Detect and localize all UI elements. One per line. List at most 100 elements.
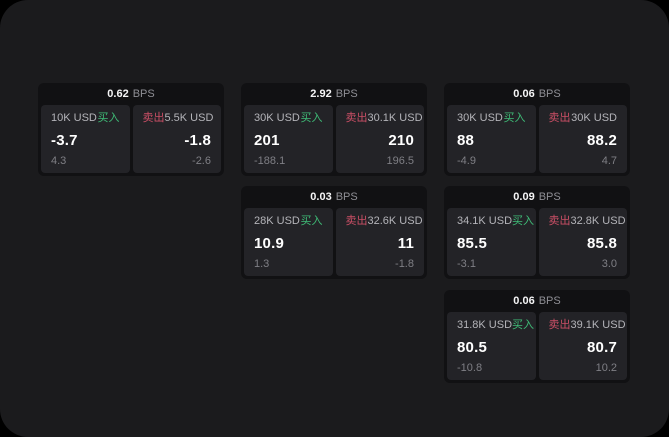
bps-header: 0.06 BPS	[444, 83, 630, 105]
bps-header: 0.06 BPS	[444, 290, 630, 312]
quote-card: 0.03 BPS 28K USD 买入 10.9 1.3 卖出 32.6K US…	[241, 186, 427, 279]
sell-price-value: 80.7	[587, 338, 617, 356]
bps-header: 0.09 BPS	[444, 186, 630, 208]
sell-sub-value: -1.8	[395, 258, 414, 270]
bps-unit-label: BPS	[132, 88, 155, 100]
sell-panel[interactable]: 卖出 32.8K USD 85.8 3.0	[538, 208, 627, 276]
quote-panels: 30K USD 买入 201 -188.1 卖出 30.1K USD 210 1…	[241, 105, 427, 176]
sell-sub-value: -2.6	[192, 155, 211, 167]
buy-panel[interactable]: 30K USD 买入 88 -4.9	[447, 105, 536, 173]
bps-value: 0.09	[513, 191, 535, 203]
sell-amount-label: 30.1K USD	[367, 112, 423, 124]
buy-side-tag: 买入	[97, 112, 120, 124]
buy-panel-top: 31.8K USD 买入	[457, 319, 534, 332]
buy-price-value: 201	[254, 131, 280, 149]
buy-amount-label: 10K USD	[51, 112, 97, 124]
sell-side-tag: 卖出	[345, 215, 368, 227]
buy-panel[interactable]: 30K USD 买入 201 -188.1	[244, 105, 333, 173]
buy-side-tag: 买入	[300, 215, 323, 227]
sell-side-tag: 卖出	[142, 112, 165, 124]
buy-amount-label: 34.1K USD	[457, 215, 513, 227]
sell-amount-label: 5.5K USD	[164, 112, 214, 124]
sell-sub-value: 3.0	[601, 258, 617, 270]
quote-card: 2.92 BPS 30K USD 买入 201 -188.1 卖出 30.1K …	[241, 83, 427, 176]
sell-price-value: 85.8	[587, 234, 617, 252]
sell-sub-value: 196.5	[386, 155, 414, 167]
buy-panel-top: 30K USD 买入	[457, 112, 526, 125]
buy-panel[interactable]: 10K USD 买入 -3.7 4.3	[41, 105, 130, 173]
sell-amount-label: 30K USD	[571, 112, 617, 124]
buy-price-value: 88	[457, 131, 475, 149]
quote-card: 0.06 BPS 31.8K USD 买入 80.5 -10.8 卖出 39.1…	[444, 290, 630, 383]
sell-price-value: 210	[388, 131, 414, 149]
buy-panel[interactable]: 34.1K USD 买入 85.5 -3.1	[447, 208, 536, 276]
quote-card: 0.06 BPS 30K USD 买入 88 -4.9 卖出 30K USD 8…	[444, 83, 630, 176]
buy-side-tag: 买入	[512, 215, 535, 227]
bps-header: 2.92 BPS	[241, 83, 427, 105]
buy-side-tag: 买入	[512, 319, 535, 331]
bps-unit-label: BPS	[335, 88, 358, 100]
buy-panel-top: 28K USD 买入	[254, 215, 323, 228]
buy-sub-value: -188.1	[254, 155, 286, 167]
sell-panel-top: 卖出 30.1K USD	[345, 112, 423, 125]
quote-card: 0.62 BPS 10K USD 买入 -3.7 4.3 卖出 5.5K USD…	[38, 83, 224, 176]
sell-amount-label: 39.1K USD	[570, 319, 626, 331]
sell-panel[interactable]: 卖出 32.6K USD 11 -1.8	[335, 208, 424, 276]
buy-side-tag: 买入	[503, 112, 526, 124]
buy-panel[interactable]: 28K USD 买入 10.9 1.3	[244, 208, 333, 276]
quote-panels: 28K USD 买入 10.9 1.3 卖出 32.6K USD 11 -1.8	[241, 208, 427, 279]
bps-header: 0.03 BPS	[241, 186, 427, 208]
bps-header: 0.62 BPS	[38, 83, 224, 105]
buy-price-value: 85.5	[457, 234, 487, 252]
sell-side-tag: 卖出	[548, 319, 571, 331]
buy-panel-top: 30K USD 买入	[254, 112, 323, 125]
quote-panels: 31.8K USD 买入 80.5 -10.8 卖出 39.1K USD 80.…	[444, 312, 630, 383]
buy-amount-label: 31.8K USD	[457, 319, 513, 331]
buy-panel[interactable]: 31.8K USD 买入 80.5 -10.8	[447, 312, 536, 380]
buy-side-tag: 买入	[300, 112, 323, 124]
sell-panel-top: 卖出 39.1K USD	[548, 319, 626, 332]
sell-panel[interactable]: 卖出 30K USD 88.2 4.7	[538, 105, 627, 173]
sell-panel[interactable]: 卖出 5.5K USD -1.8 -2.6	[132, 105, 221, 173]
buy-sub-value: 1.3	[254, 258, 270, 270]
buy-price-value: 10.9	[254, 234, 284, 252]
sell-sub-value: 10.2	[595, 362, 617, 374]
quote-panels: 34.1K USD 买入 85.5 -3.1 卖出 32.8K USD 85.8…	[444, 208, 630, 279]
sell-price-value: 88.2	[587, 131, 617, 149]
quote-panels: 10K USD 买入 -3.7 4.3 卖出 5.5K USD -1.8 -2.…	[38, 105, 224, 176]
sell-amount-label: 32.8K USD	[570, 215, 626, 227]
bps-unit-label: BPS	[538, 191, 561, 203]
bps-unit-label: BPS	[335, 191, 358, 203]
sell-panel-top: 卖出 5.5K USD	[142, 112, 214, 125]
bps-value: 2.92	[310, 88, 332, 100]
buy-panel-top: 34.1K USD 买入	[457, 215, 534, 228]
buy-amount-label: 30K USD	[457, 112, 503, 124]
buy-panel-top: 10K USD 买入	[51, 112, 120, 125]
buy-sub-value: 4.3	[51, 155, 67, 167]
buy-sub-value: -3.1	[457, 258, 476, 270]
quote-card: 0.09 BPS 34.1K USD 买入 85.5 -3.1 卖出 32.8K…	[444, 186, 630, 279]
sell-panel-top: 卖出 32.6K USD	[345, 215, 423, 228]
bps-value: 0.06	[513, 88, 535, 100]
buy-price-value: 80.5	[457, 338, 487, 356]
sell-side-tag: 卖出	[548, 112, 571, 124]
sell-price-value: -1.8	[184, 131, 211, 149]
sell-amount-label: 32.6K USD	[367, 215, 423, 227]
bps-value: 0.03	[310, 191, 332, 203]
sell-panel[interactable]: 卖出 30.1K USD 210 196.5	[335, 105, 424, 173]
sell-side-tag: 卖出	[345, 112, 368, 124]
bps-unit-label: BPS	[538, 295, 561, 307]
buy-sub-value: -10.8	[457, 362, 483, 374]
buy-price-value: -3.7	[51, 131, 78, 149]
quote-panels: 30K USD 买入 88 -4.9 卖出 30K USD 88.2 4.7	[444, 105, 630, 176]
bps-value: 0.62	[107, 88, 129, 100]
buy-amount-label: 30K USD	[254, 112, 300, 124]
sell-price-value: 11	[397, 234, 414, 252]
buy-amount-label: 28K USD	[254, 215, 300, 227]
sell-sub-value: 4.7	[601, 155, 617, 167]
buy-sub-value: -4.9	[457, 155, 476, 167]
sell-panel-top: 卖出 32.8K USD	[549, 215, 626, 228]
bps-unit-label: BPS	[538, 88, 561, 100]
sell-panel[interactable]: 卖出 39.1K USD 80.7 10.2	[538, 312, 627, 380]
